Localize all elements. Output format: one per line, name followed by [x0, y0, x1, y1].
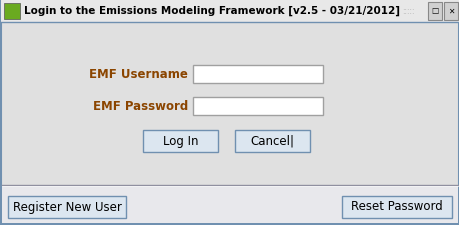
Text: Cancel|: Cancel|	[250, 135, 294, 148]
Text: Reset Password: Reset Password	[350, 200, 442, 214]
Text: Register New User: Register New User	[12, 200, 121, 214]
FancyBboxPatch shape	[8, 196, 126, 218]
Text: EMF Username: EMF Username	[89, 68, 188, 81]
Text: EMF Password: EMF Password	[93, 101, 188, 113]
FancyBboxPatch shape	[235, 130, 309, 152]
FancyBboxPatch shape	[1, 0, 458, 22]
FancyBboxPatch shape	[4, 3, 20, 19]
FancyBboxPatch shape	[427, 2, 441, 20]
FancyBboxPatch shape	[193, 65, 322, 83]
Text: ✕: ✕	[447, 7, 453, 16]
Text: :::::: :::::	[401, 7, 414, 16]
FancyBboxPatch shape	[341, 196, 451, 218]
Text: Log In: Log In	[162, 135, 198, 148]
FancyBboxPatch shape	[2, 186, 457, 223]
FancyBboxPatch shape	[193, 97, 322, 115]
Text: Login to the Emissions Modeling Framework [v2.5 - 03/21/2012]: Login to the Emissions Modeling Framewor…	[24, 6, 399, 16]
Text: □: □	[431, 7, 438, 16]
FancyBboxPatch shape	[443, 2, 457, 20]
FancyBboxPatch shape	[143, 130, 218, 152]
